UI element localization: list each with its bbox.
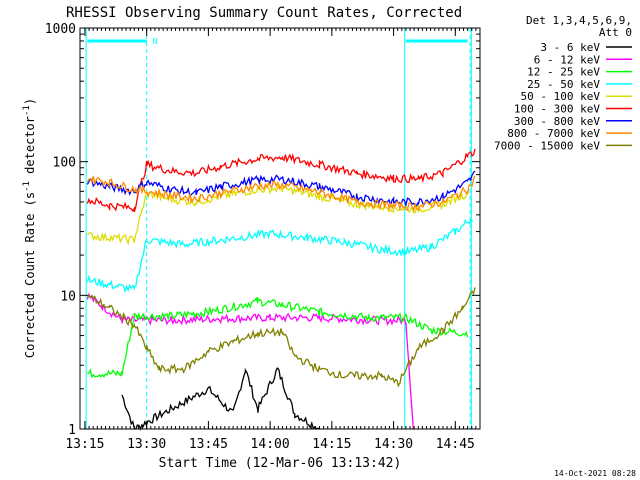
plot-area: N [79,27,481,431]
series-line [86,218,474,294]
flag-label: N [153,37,158,46]
y-axis: 1 10 100 1000 [45,22,480,438]
footer-date: 14-Oct-2021 08:28 [554,469,636,478]
series-line [87,296,469,379]
y-tick-label: 1 [68,423,76,438]
series-line [86,184,469,246]
x-tick-label: 14:15 [312,437,351,452]
x-tick-label: 13:45 [189,437,228,452]
x-axis: 13:15 13:30 13:45 14:00 14:15 14:30 14:45 [65,28,481,452]
legend-entry-label: 6 - 12 keV [534,53,601,66]
chart-title: RHESSI Observing Summary Count Rates, Co… [66,5,462,21]
series-line [86,175,476,213]
x-tick-label: 14:45 [436,437,475,452]
y-axis-label: Corrected Count Rate (s-1 detector-1) [22,98,37,358]
y-tick-label: 100 [53,156,76,171]
legend-entry-label: 7000 - 15000 keV [494,139,600,152]
legend-entry-label: 300 - 800 keV [514,115,600,128]
legend-entry-label: 800 - 7000 keV [507,127,600,140]
legend-entry-label: 12 - 25 keV [527,66,600,79]
series-line [86,292,414,430]
observing-flag-layer: N [87,37,468,46]
x-tick-label: 14:00 [251,437,290,452]
plot-frame [79,27,481,430]
series-line [86,148,476,213]
legend-entry-label: 100 - 300 keV [514,103,600,116]
y-tick-label: 1000 [45,22,76,37]
series-line [86,287,476,387]
legend-header-line1: Det 1,3,4,5,6,9, [526,14,632,27]
legend-header-line2: Att 0 [599,26,632,39]
y-tick-label: 10 [60,289,76,304]
y-axis-label-sup2: -1 [22,105,32,116]
x-tick-label: 13:15 [65,437,104,452]
x-tick-label: 13:30 [127,437,166,452]
legend-entry-label: 50 - 100 keV [521,90,601,103]
legend-entry-label: 25 - 50 keV [527,78,600,91]
y-axis-label-main: Corrected Count Rate (s [23,192,37,358]
time-marker-lines [85,28,472,429]
y-axis-label-sup1: -1 [22,181,32,192]
y-axis-label-end: ) [23,98,37,105]
legend-entry-label: 3 - 6 keV [540,41,600,54]
x-axis-label: Start Time (12-Mar-06 13:13:42) [159,456,402,471]
series-line [121,367,320,431]
y-axis-label-mid: detector [23,116,37,181]
series-layer [86,148,476,431]
x-tick-label: 14:30 [374,437,413,452]
series-line [86,170,476,208]
